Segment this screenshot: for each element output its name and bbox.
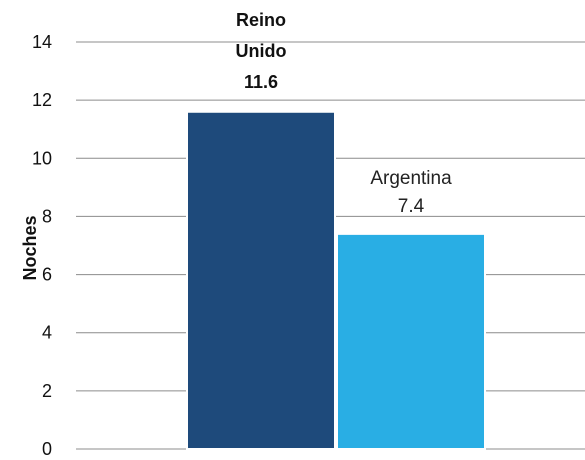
y-tick-label: 0 bbox=[42, 439, 52, 459]
y-tick-label: 10 bbox=[32, 148, 52, 168]
y-axis-label: Noches bbox=[20, 215, 40, 280]
y-tick-label: 6 bbox=[42, 265, 52, 285]
data-labels: Reino Unido 11.6 Argentina 7.4 bbox=[236, 10, 453, 217]
bars bbox=[186, 110, 486, 451]
data-label-argentina: Argentina 7.4 bbox=[370, 168, 452, 217]
y-tick-label: 8 bbox=[42, 206, 52, 226]
bar-argentina bbox=[336, 232, 486, 450]
y-tick-label: 14 bbox=[32, 32, 52, 52]
bar-reino-unido bbox=[186, 110, 336, 451]
data-label-reino-unido: Reino Unido 11.6 bbox=[236, 10, 287, 92]
y-tick-label: 4 bbox=[42, 323, 52, 343]
y-tick-label: 12 bbox=[32, 90, 52, 110]
y-tick-labels: 0 2 4 6 8 10 12 14 bbox=[32, 32, 52, 459]
y-tick-label: 2 bbox=[42, 381, 52, 401]
